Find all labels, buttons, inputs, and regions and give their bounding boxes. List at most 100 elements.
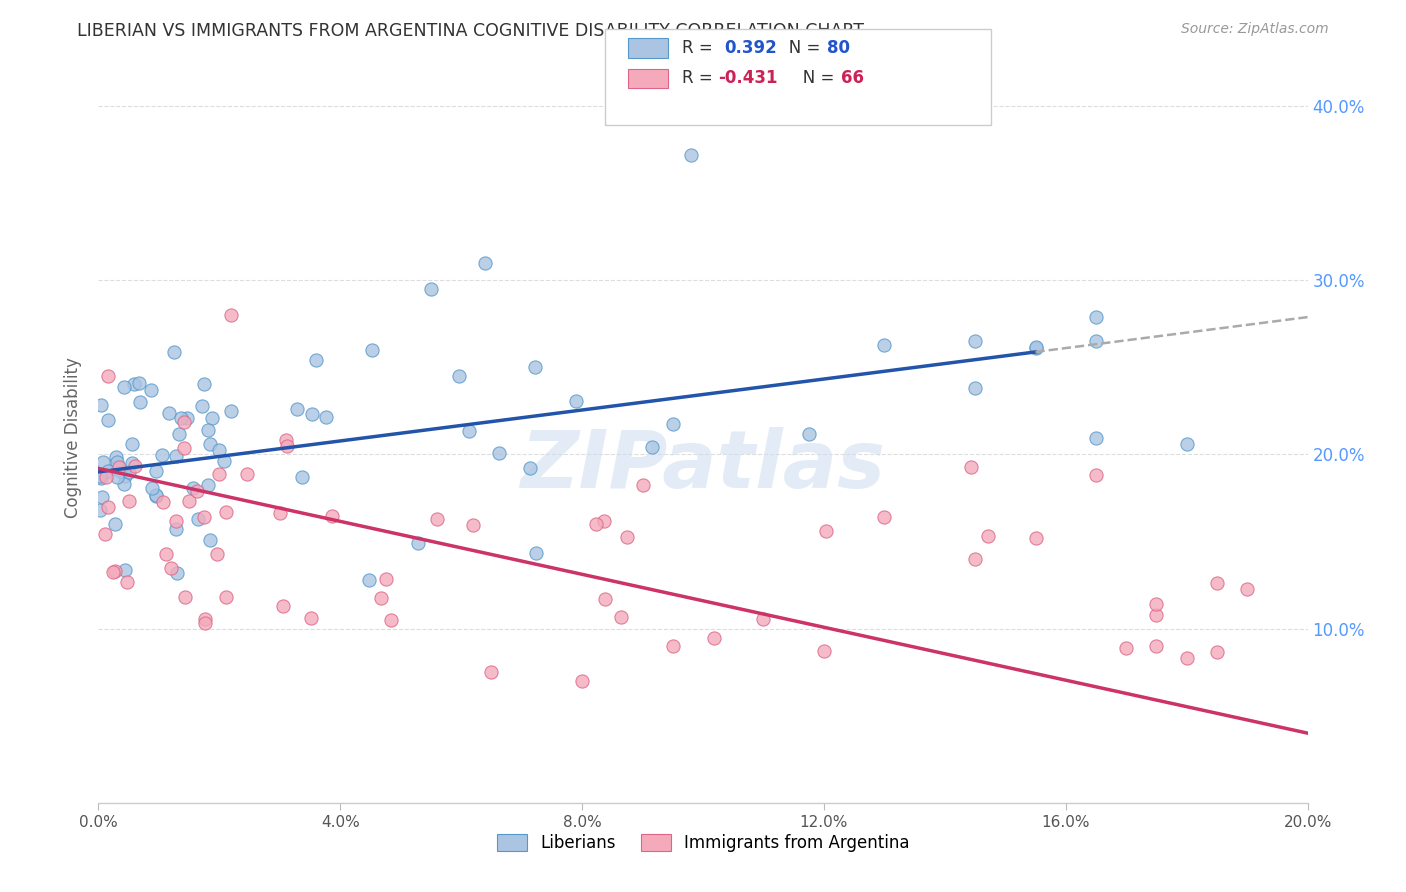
- Point: [287, 402, 309, 417]
- Point: [1085, 468, 1108, 483]
- Text: 0.392: 0.392: [724, 39, 778, 57]
- Text: N =: N =: [787, 70, 839, 87]
- Point: [122, 376, 145, 391]
- Text: ZIPatlas: ZIPatlas: [520, 427, 886, 506]
- Point: [118, 465, 141, 479]
- Point: [173, 416, 195, 430]
- Point: [585, 516, 607, 531]
- Point: [1144, 607, 1167, 622]
- Point: [1024, 341, 1046, 355]
- Point: [301, 611, 323, 625]
- Point: [112, 380, 135, 394]
- Point: [179, 494, 201, 508]
- Point: [215, 590, 238, 604]
- Point: [193, 510, 215, 524]
- Point: [305, 352, 328, 367]
- Point: [208, 442, 231, 457]
- Point: [105, 450, 128, 465]
- Point: [315, 409, 337, 424]
- Point: [357, 573, 380, 587]
- Point: [97, 413, 120, 427]
- Point: [145, 464, 167, 478]
- Point: [114, 563, 136, 577]
- Point: [813, 644, 835, 658]
- Point: [269, 506, 291, 520]
- Point: [91, 455, 114, 469]
- Point: [103, 565, 125, 579]
- Point: [616, 531, 638, 545]
- Point: [208, 467, 231, 481]
- Point: [105, 455, 128, 469]
- Point: [641, 441, 664, 455]
- Point: [565, 394, 588, 409]
- Point: [661, 417, 683, 432]
- Point: [1206, 645, 1229, 659]
- Point: [198, 436, 221, 450]
- Point: [361, 343, 384, 358]
- Point: [160, 561, 183, 575]
- Point: [108, 460, 131, 475]
- Point: [814, 524, 837, 538]
- Point: [519, 461, 541, 475]
- Point: [463, 518, 485, 533]
- Text: LIBERIAN VS IMMIGRANTS FROM ARGENTINA COGNITIVE DISABILITY CORRELATION CHART: LIBERIAN VS IMMIGRANTS FROM ARGENTINA CO…: [77, 22, 865, 40]
- Point: [101, 565, 124, 579]
- Point: [703, 631, 725, 645]
- Point: [1085, 431, 1108, 445]
- Point: [219, 404, 242, 418]
- Point: [1206, 575, 1229, 590]
- Point: [97, 464, 120, 478]
- Text: R =: R =: [682, 70, 718, 87]
- Point: [170, 411, 193, 425]
- Point: [301, 408, 323, 422]
- Point: [128, 376, 150, 390]
- Text: 66: 66: [841, 70, 863, 87]
- Point: [420, 282, 443, 296]
- Text: Source: ZipAtlas.com: Source: ZipAtlas.com: [1181, 22, 1329, 37]
- Point: [959, 459, 981, 474]
- Point: [1236, 582, 1258, 597]
- Point: [965, 551, 987, 566]
- Point: [458, 424, 481, 438]
- Point: [1024, 340, 1046, 354]
- Point: [474, 256, 496, 270]
- Point: [375, 572, 398, 586]
- Point: [166, 566, 188, 581]
- Point: [165, 522, 187, 536]
- Point: [145, 488, 167, 502]
- Point: [157, 407, 180, 421]
- Point: [1175, 437, 1198, 451]
- Point: [90, 471, 112, 485]
- Point: [236, 467, 259, 481]
- Point: [183, 481, 205, 495]
- Point: [1144, 597, 1167, 611]
- Point: [290, 470, 312, 484]
- Point: [193, 376, 215, 391]
- Point: [145, 489, 167, 503]
- Point: [1175, 650, 1198, 665]
- Point: [96, 469, 118, 483]
- Point: [97, 500, 120, 515]
- Point: [215, 505, 238, 519]
- Text: -0.431: -0.431: [718, 70, 778, 87]
- Point: [141, 482, 163, 496]
- Point: [89, 503, 111, 517]
- Point: [447, 369, 470, 384]
- Point: [124, 459, 146, 474]
- Point: [121, 456, 143, 470]
- Point: [187, 512, 209, 526]
- Point: [797, 426, 820, 441]
- Point: [1085, 310, 1108, 325]
- Legend: Liberians, Immigrants from Argentina: Liberians, Immigrants from Argentina: [488, 825, 918, 860]
- Text: 80: 80: [827, 39, 849, 57]
- Point: [165, 449, 187, 463]
- Point: [752, 612, 775, 626]
- Point: [276, 439, 298, 453]
- Point: [108, 464, 131, 478]
- Point: [94, 526, 117, 541]
- Point: [661, 639, 683, 653]
- Point: [631, 477, 654, 491]
- Point: [121, 437, 143, 451]
- Y-axis label: Cognitive Disability: Cognitive Disability: [65, 357, 83, 517]
- Point: [207, 547, 229, 561]
